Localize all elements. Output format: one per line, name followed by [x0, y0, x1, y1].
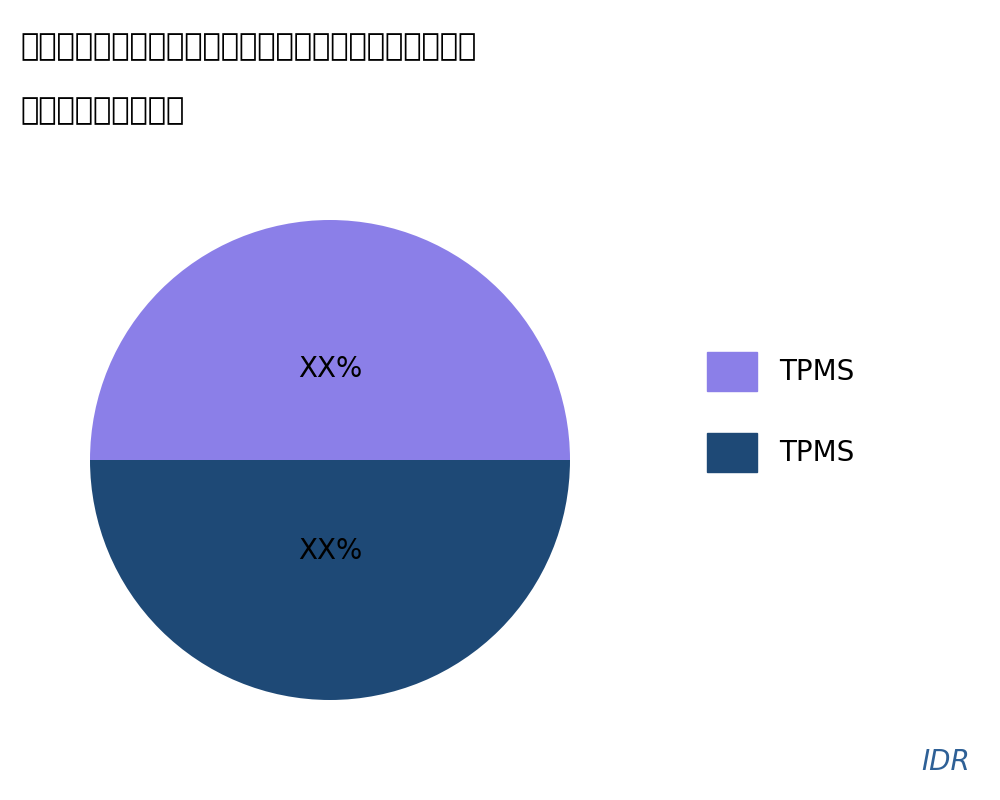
- Text: 商業航空機のタイヤの圧力とブレーキ温度監視システム: 商業航空機のタイヤの圧力とブレーキ温度監視システム: [20, 32, 476, 61]
- Wedge shape: [90, 460, 570, 700]
- Text: IDR: IDR: [921, 748, 970, 776]
- Text: タイプ別の市場分析: タイプ別の市場分析: [20, 96, 184, 125]
- Wedge shape: [90, 220, 570, 460]
- Text: XX%: XX%: [298, 354, 362, 382]
- Text: XX%: XX%: [298, 538, 362, 565]
- Legend: TPMS, TPMS: TPMS, TPMS: [693, 338, 868, 486]
